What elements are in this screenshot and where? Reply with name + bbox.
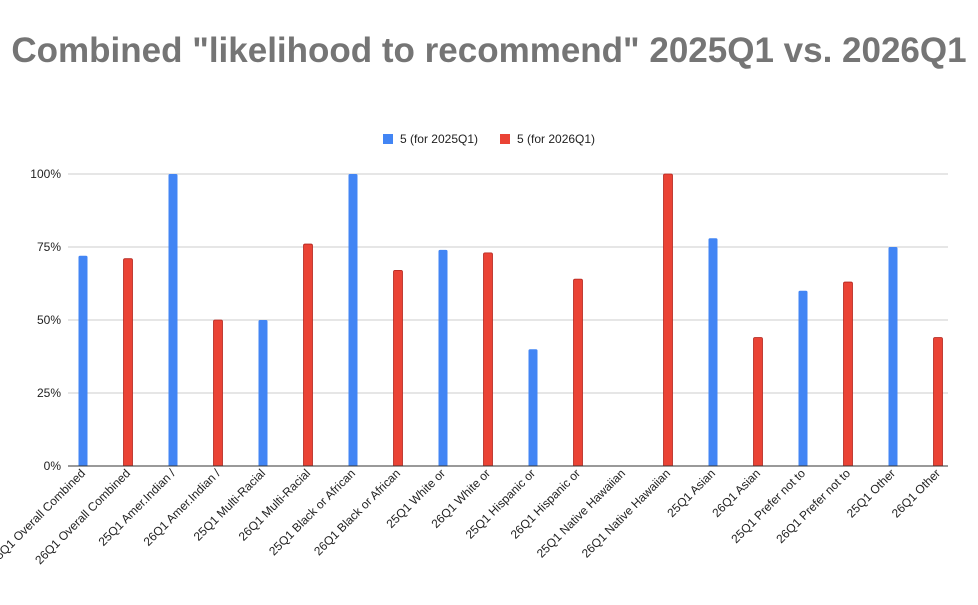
x-tick-label: 26Q1 Native Hawaiian (579, 466, 673, 560)
legend-label-2026q1: 5 (for 2026Q1) (517, 132, 596, 146)
bar[interactable] (483, 252, 493, 467)
bar[interactable] (438, 249, 448, 466)
x-tick-label: 26Q1 Other (889, 466, 943, 520)
bar[interactable] (528, 349, 538, 466)
bar[interactable] (168, 174, 178, 466)
bar[interactable] (843, 281, 853, 467)
bar[interactable] (663, 173, 673, 467)
legend-item-2026q1[interactable]: 5 (for 2026Q1) (500, 132, 595, 146)
bar[interactable] (123, 258, 133, 467)
legend-swatch-2025q1 (382, 134, 393, 144)
bar[interactable] (753, 337, 763, 467)
y-tick-label: 50% (37, 313, 61, 327)
bar[interactable] (933, 337, 943, 467)
y-tick-label: 0% (44, 459, 62, 473)
bar[interactable] (798, 290, 808, 466)
x-tick-label: 25Q1 Native Hawaiian (534, 466, 628, 560)
y-tick-label: 75% (37, 240, 61, 254)
bar[interactable] (573, 278, 583, 467)
bar[interactable] (258, 320, 268, 466)
x-tick-label: 26Q1 Black or African (311, 466, 403, 558)
bar[interactable] (348, 174, 358, 466)
y-tick-label: 25% (37, 386, 61, 400)
bar[interactable] (393, 269, 403, 467)
x-tick-label: 26Q1 Amer.Indian / (141, 466, 224, 549)
y-tick-label: 100% (30, 167, 61, 181)
chart-title: Combined "likelihood to recommend" 2025Q… (11, 31, 967, 70)
legend-swatch-2026q1 (500, 134, 510, 144)
chart-legend: 5 (for 2025Q1) 5 (for 2026Q1) (0, 132, 978, 146)
x-tick-label: 25Q1 Black or African (266, 466, 358, 558)
legend-item-2025q1[interactable]: 5 (for 2025Q1) (382, 132, 478, 146)
bar[interactable] (708, 238, 718, 466)
bar[interactable] (888, 247, 898, 466)
bar[interactable] (303, 243, 313, 467)
bar[interactable] (213, 319, 223, 467)
bar[interactable] (78, 255, 88, 466)
legend-label-2025q1: 5 (for 2025Q1) (399, 132, 478, 146)
x-tick-label: 25Q1 Amer.Indian / (96, 466, 179, 549)
